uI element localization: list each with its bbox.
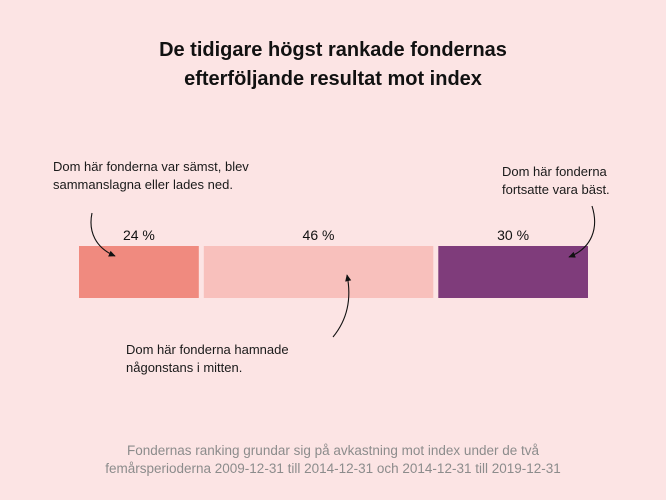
bar-value-label-worst: 24 %: [123, 227, 155, 243]
annotation-middle-line-1: Dom här fonderna hamnade: [126, 342, 289, 357]
bar-segment-best: [438, 246, 588, 298]
annotation-best: Dom här fonderna fortsatte vara bäst.: [502, 163, 610, 199]
chart-title: De tidigare högst rankade fondernas efte…: [0, 36, 666, 94]
annotation-middle: Dom här fonderna hamnade någonstans i mi…: [126, 341, 289, 377]
arrow-middle: [332, 274, 352, 338]
bar-segment-middle: [203, 246, 434, 298]
annotation-worst-line-2: sammanslagna eller lades ned.: [53, 177, 233, 192]
bar-value-label-middle: 46 %: [303, 227, 335, 243]
bar-segments: [79, 246, 588, 298]
annotation-middle-line-2: någonstans i mitten.: [126, 360, 243, 375]
annotation-best-line-2: fortsatte vara bäst.: [502, 182, 610, 197]
footnote-line-1: Fondernas ranking grundar sig på avkastn…: [126, 443, 539, 458]
bar-value-labels: 24 % 46 % 30 %: [123, 227, 529, 243]
annotation-best-line-1: Dom här fonderna: [502, 164, 607, 179]
bar-segment-worst: [79, 246, 199, 298]
title-line-1: De tidigare högst rankade fondernas: [159, 39, 507, 61]
bar-value-label-best: 30 %: [497, 227, 529, 243]
annotation-worst-line-1: Dom här fonderna var sämst, blev: [53, 159, 249, 174]
annotation-worst: Dom här fonderna var sämst, blev sammans…: [53, 158, 249, 194]
footnote: Fondernas ranking grundar sig på avkastn…: [0, 442, 666, 478]
arrow-best: [568, 205, 596, 258]
arrow-worst: [90, 212, 116, 257]
footnote-line-2: femårsperioderna 2009-12-31 till 2014-12…: [105, 461, 561, 476]
title-line-2: efterföljande resultat mot index: [184, 68, 482, 90]
